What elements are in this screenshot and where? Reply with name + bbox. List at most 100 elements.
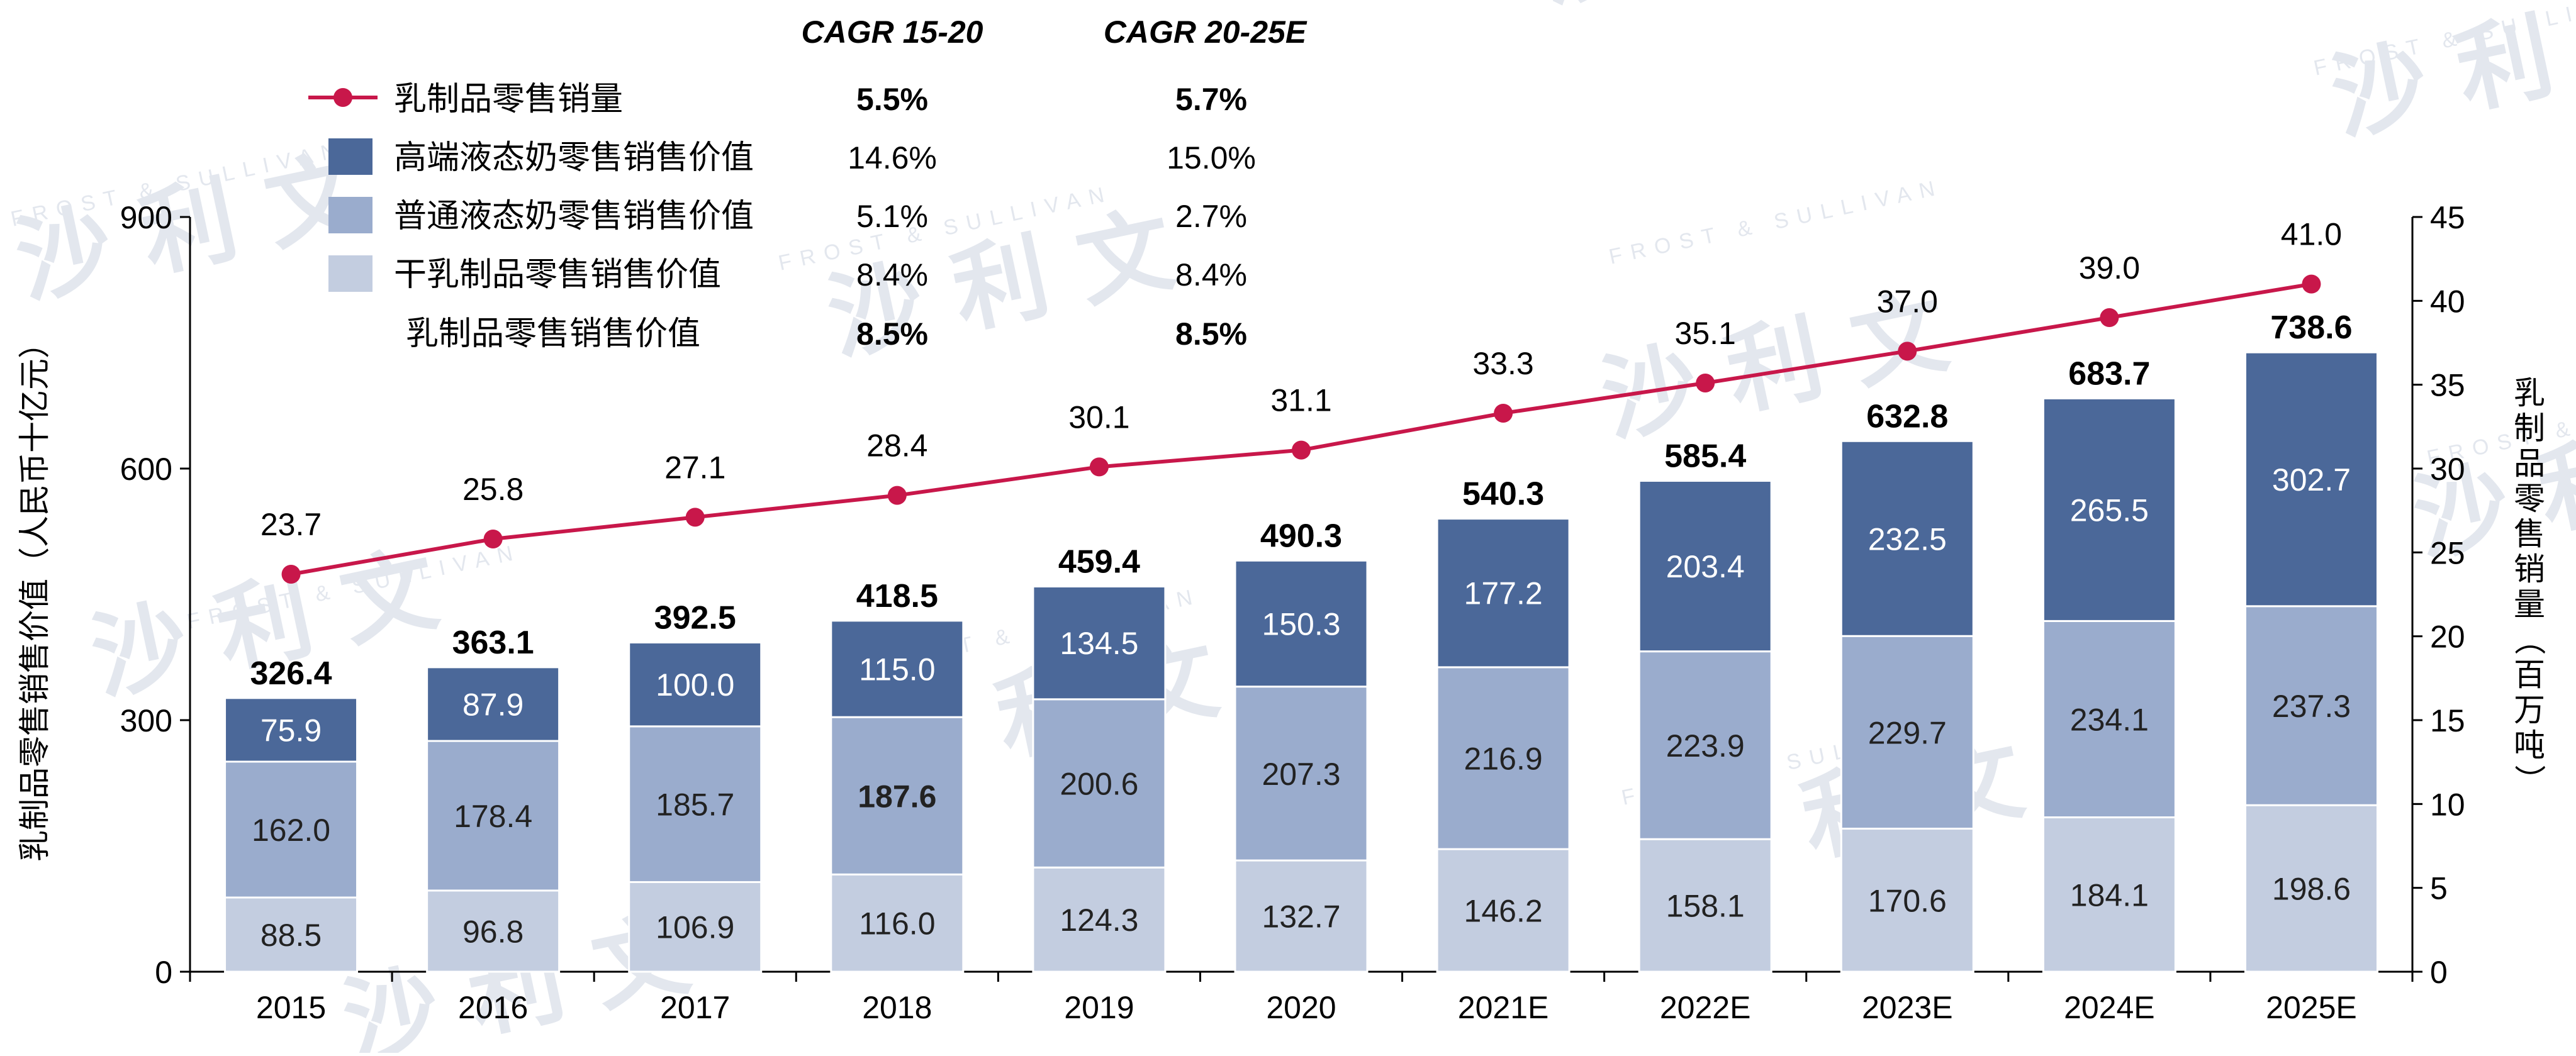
line-point [1089, 457, 1109, 477]
bar-value-label: 237.3 [2272, 689, 2351, 724]
x-tick-label: 2019 [1064, 990, 1134, 1025]
bar-segment [426, 740, 561, 892]
line-value-label: 41.0 [2281, 217, 2342, 252]
y2-axis-title: 乳制品零售销量（百万吨） [2512, 375, 2547, 796]
bar-value-label: 198.6 [2272, 872, 2351, 907]
legend-label: 干乳制品零售销售价值 [394, 257, 721, 293]
bar-segment [1840, 440, 1974, 637]
bar-segment [2244, 605, 2378, 806]
y2-tick-label: 45 [2430, 200, 2465, 235]
bar-segment [2244, 351, 2378, 608]
bar-value-label: 75.9 [260, 713, 322, 748]
bar-segment [426, 666, 561, 742]
y-tick-label: 300 [120, 703, 172, 738]
cagr-value: 5.5% [856, 82, 928, 117]
y-tick-label: 900 [120, 200, 172, 235]
bar-segment [628, 725, 763, 883]
axis-title-char: 万 [2514, 692, 2545, 728]
bar-segment [2042, 397, 2176, 622]
x-tick-label: 2023E [1862, 990, 1953, 1025]
line-value-label: 37.0 [1877, 284, 1938, 319]
bar-segment [1234, 859, 1369, 973]
line-point [1494, 404, 1513, 423]
x-tick-label: 2015 [256, 990, 326, 1025]
line-point [685, 508, 705, 527]
axis-title-char: 百 [2514, 657, 2545, 692]
cagr-value: 5.1% [856, 199, 928, 234]
watermark-latin: FROST & SULLIVAN [1607, 175, 1946, 269]
bar-total-label: 540.3 [1462, 476, 1544, 513]
y-tick-label: 0 [155, 955, 172, 990]
bar-value-label: 87.9 [462, 687, 524, 722]
cagr-value: 8.4% [1175, 257, 1247, 292]
x-tick-label: 2020 [1266, 990, 1336, 1025]
y2-tick-label: 20 [2430, 620, 2465, 655]
axis-title-char: 量 [2514, 587, 2545, 622]
cagr-value: 15.0% [1167, 140, 1256, 175]
bar-segment [1032, 585, 1167, 701]
bar-segment [1436, 518, 1571, 669]
bar-value-label: 302.7 [2272, 462, 2351, 497]
y2-tick-label: 30 [2430, 452, 2465, 487]
line-value-label: 23.7 [260, 507, 322, 542]
legend-label: 乳制品零售销售价值 [406, 316, 700, 352]
line-value-label: 33.3 [1472, 346, 1533, 381]
line-point [1898, 342, 1917, 361]
bar-value-label: 106.9 [656, 910, 734, 945]
x-tick-label: 2017 [660, 990, 730, 1025]
cagr-value: 8.5% [856, 316, 928, 352]
y2-tick-label: 25 [2430, 535, 2465, 570]
bar-value-label: 116.0 [859, 906, 935, 942]
bar-segment [2042, 816, 2176, 973]
line-point [1292, 440, 1311, 460]
bar-segment [426, 889, 561, 973]
bar-segment [1436, 848, 1571, 973]
bar-value-label: 158.1 [1666, 889, 1745, 924]
bar-segment [830, 873, 965, 973]
bar-value-label: 178.4 [454, 799, 532, 834]
line-point [2302, 274, 2321, 294]
axis-title-char: 销 [2514, 552, 2545, 587]
bar-segment [1638, 838, 1772, 973]
bar-value-label: 234.1 [2070, 702, 2149, 737]
bar-value-label: 124.3 [1060, 903, 1138, 938]
bar-segment [224, 760, 359, 899]
bar-value-label: 134.5 [1060, 626, 1138, 661]
y2-tick-label: 15 [2430, 703, 2465, 738]
axis-title-char: 零 [2514, 481, 2545, 516]
cagr-value: 2.7% [1175, 199, 1247, 234]
bar-total-label: 418.5 [856, 578, 938, 614]
bar-value-label: 216.9 [1464, 741, 1543, 776]
bar-value-label: 229.7 [1868, 715, 1947, 750]
y2-tick-label: 40 [2430, 284, 2465, 319]
bar-value-label: 184.1 [2070, 877, 2149, 913]
x-tick-label: 2022E [1660, 990, 1751, 1025]
cagr-value: 8.5% [1175, 316, 1247, 352]
bar-value-label: 185.7 [656, 787, 734, 823]
legend-swatch [328, 197, 372, 233]
bar-value-label: 232.5 [1868, 521, 1947, 557]
axis-title-char: （ [2512, 624, 2547, 655]
line-point [281, 565, 301, 584]
bar-value-label: 200.6 [1060, 767, 1138, 802]
bar-segment [2244, 804, 2378, 973]
bar-segment [1638, 479, 1772, 653]
line-point [483, 530, 503, 548]
x-tick-label: 2024E [2064, 990, 2155, 1025]
axis-title-char: 吨 [2514, 728, 2545, 763]
axis-title-char: 制 [2514, 411, 2545, 446]
bar-value-label: 96.8 [462, 914, 524, 949]
bar-value-label: 177.2 [1464, 576, 1543, 611]
x-tick-label: 2021E [1458, 990, 1549, 1025]
bar-total-label: 585.4 [1664, 438, 1746, 474]
y-axis-title: 乳制品零售销售价值（人民币十亿元） [17, 327, 52, 862]
bar-total-label: 326.4 [250, 655, 332, 692]
bar-total-label: 363.1 [452, 625, 534, 661]
bar-segment [628, 642, 763, 728]
bar-value-label: 170.6 [1868, 883, 1947, 918]
bar-value-label: 115.0 [859, 652, 935, 687]
y2-tick-label: 0 [2430, 955, 2448, 990]
axis-title-char: 乳 [2514, 375, 2545, 411]
